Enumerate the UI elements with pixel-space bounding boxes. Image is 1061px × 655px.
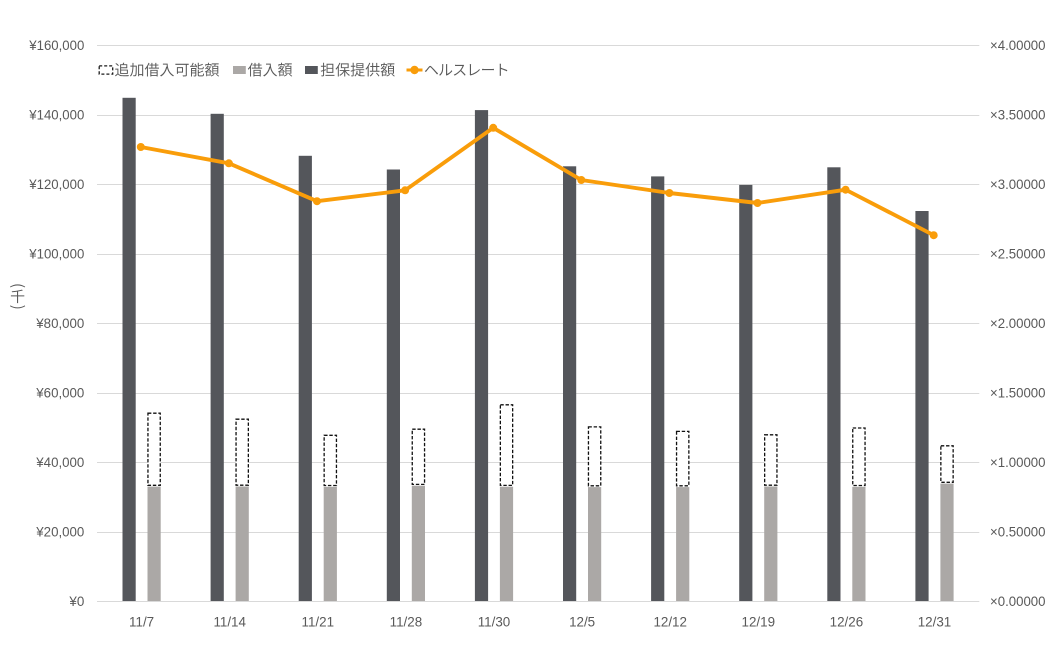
svg-text:¥20,000: ¥20,000 bbox=[35, 525, 84, 540]
svg-text:11/21: 11/21 bbox=[302, 615, 335, 630]
svg-text:¥100,000: ¥100,000 bbox=[28, 247, 84, 262]
svg-text:×0.50000: ×0.50000 bbox=[990, 525, 1046, 540]
svg-text:×3.00000: ×3.00000 bbox=[990, 177, 1046, 192]
svg-text:12/26: 12/26 bbox=[830, 615, 864, 630]
svg-text:12/31: 12/31 bbox=[918, 615, 952, 630]
svg-text:×3.50000: ×3.50000 bbox=[990, 108, 1046, 123]
svg-text:12/19: 12/19 bbox=[742, 615, 776, 630]
svg-text:×1.50000: ×1.50000 bbox=[990, 386, 1046, 401]
svg-text:¥120,000: ¥120,000 bbox=[28, 177, 84, 192]
svg-text:¥0: ¥0 bbox=[68, 594, 84, 609]
svg-text:¥60,000: ¥60,000 bbox=[35, 386, 84, 401]
svg-text:×2.00000: ×2.00000 bbox=[990, 316, 1046, 331]
svg-text:×4.00000: ×4.00000 bbox=[990, 38, 1046, 53]
svg-text:11/7: 11/7 bbox=[129, 615, 154, 630]
svg-text:¥40,000: ¥40,000 bbox=[35, 455, 84, 470]
svg-text:12/12: 12/12 bbox=[653, 615, 687, 630]
svg-text:11/28: 11/28 bbox=[390, 615, 423, 630]
svg-text:¥80,000: ¥80,000 bbox=[35, 316, 84, 331]
svg-text:11/30: 11/30 bbox=[478, 615, 511, 630]
svg-text:¥140,000: ¥140,000 bbox=[28, 108, 84, 123]
svg-text:¥160,000: ¥160,000 bbox=[28, 38, 84, 53]
svg-text:×1.00000: ×1.00000 bbox=[990, 455, 1046, 470]
svg-text:×0.00000: ×0.00000 bbox=[990, 594, 1046, 609]
svg-text:12/5: 12/5 bbox=[569, 615, 595, 630]
svg-text:11/14: 11/14 bbox=[213, 615, 246, 630]
svg-text:×2.50000: ×2.50000 bbox=[990, 247, 1046, 262]
